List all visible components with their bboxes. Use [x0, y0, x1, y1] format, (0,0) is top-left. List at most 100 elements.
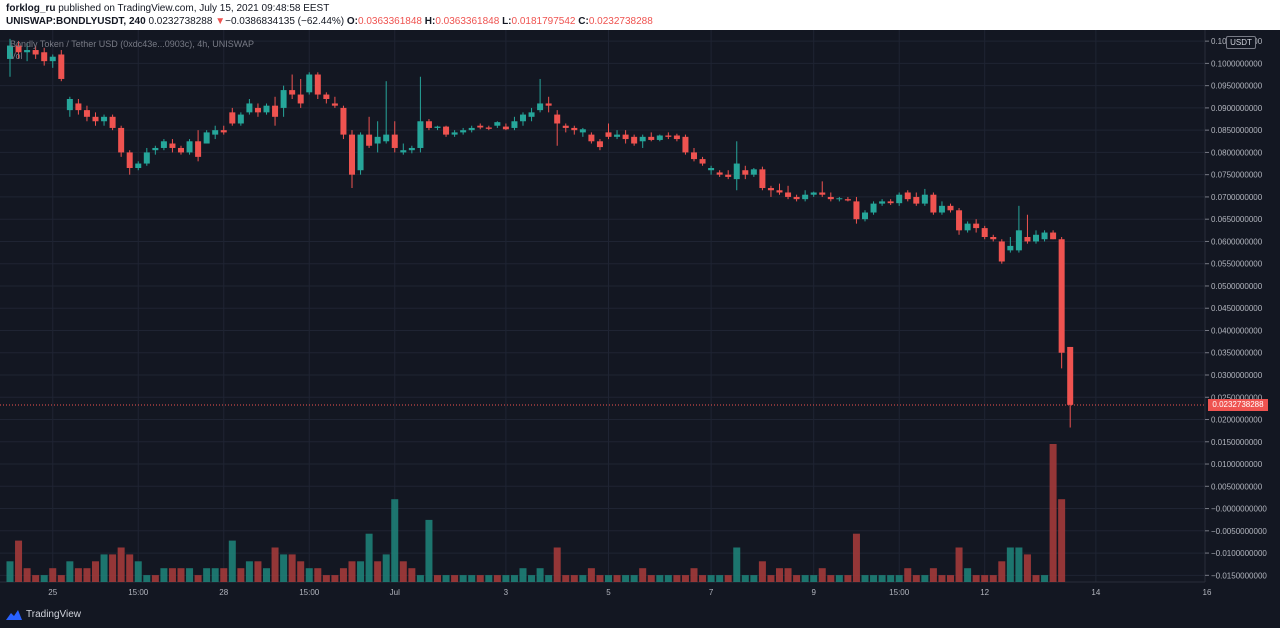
- candle: [802, 190, 809, 202]
- candle: [32, 45, 39, 59]
- volume-bar: [271, 547, 279, 582]
- open-label: O:: [346, 16, 358, 27]
- volume-bar: [981, 575, 989, 582]
- candle: [853, 196, 860, 224]
- low-label: L:: [502, 16, 512, 27]
- volume-bar: [211, 568, 219, 582]
- candle: [520, 112, 526, 126]
- candlestick-chart[interactable]: 0.10500000000.10000000000.09500000000.09…: [0, 30, 1280, 604]
- candle-body: [622, 134, 629, 140]
- candle: [66, 96, 73, 117]
- candle: [451, 130, 458, 137]
- candle: [545, 96, 552, 113]
- candle: [827, 192, 834, 202]
- candle: [930, 192, 937, 215]
- open-value: 0.0363361848: [358, 16, 422, 27]
- publisher-name[interactable]: forklog_ru: [6, 3, 56, 14]
- candle: [391, 121, 398, 153]
- candle-body: [314, 74, 321, 95]
- candle: [870, 201, 877, 215]
- time-tick-label: 3: [504, 588, 509, 597]
- candle-body: [126, 152, 133, 168]
- candle-body: [417, 121, 424, 148]
- candle: [844, 196, 851, 202]
- candle-body: [391, 134, 398, 148]
- candle: [443, 125, 450, 137]
- candle: [502, 123, 509, 131]
- candle-body: [340, 107, 347, 135]
- price-axis: 0.10500000000.10000000000.09500000000.09…: [1204, 30, 1280, 582]
- volume-bar: [1015, 547, 1023, 582]
- candle: [280, 85, 287, 117]
- footer-bar: [0, 604, 1280, 628]
- candle: [118, 125, 125, 157]
- volume-bar: [801, 575, 809, 582]
- publication-header: forklog_ru published on TradingView.com,…: [0, 0, 1280, 30]
- candle-body: [810, 192, 817, 195]
- candle: [135, 161, 142, 171]
- price-tick-label: 0.0050000000: [1211, 482, 1263, 491]
- volume-bar: [451, 575, 459, 582]
- candle: [203, 130, 210, 144]
- candle-body: [844, 199, 851, 201]
- candle-body: [956, 210, 963, 231]
- candle-body: [1015, 230, 1022, 251]
- volume-bar: [468, 575, 476, 582]
- candle-body: [562, 125, 569, 128]
- price-tick-label: 0.0200000000: [1211, 416, 1263, 425]
- volume-bar: [613, 575, 621, 582]
- volume-bar: [972, 575, 980, 582]
- candle: [571, 125, 578, 135]
- volume-bar: [109, 554, 117, 582]
- candle: [186, 139, 193, 155]
- price-tick-label: 0.0600000000: [1211, 237, 1263, 246]
- price-tick-label: 0.0800000000: [1211, 148, 1263, 157]
- brand-name: TradingView: [26, 609, 82, 620]
- volume-bar: [656, 575, 664, 582]
- currency-unit-button[interactable]: USDT: [1226, 36, 1256, 49]
- candle: [246, 99, 253, 115]
- volume-bar: [117, 547, 125, 582]
- candle-body: [220, 130, 227, 133]
- candle: [229, 107, 236, 126]
- candle-body: [246, 103, 253, 113]
- volume-bar: [741, 575, 749, 582]
- candle: [1007, 237, 1014, 253]
- high-value: 0.0363361848: [435, 16, 500, 27]
- candle-body: [32, 50, 39, 55]
- volume-bar: [707, 575, 715, 582]
- volume-bar: [1032, 575, 1040, 582]
- candle: [289, 74, 296, 99]
- volume-bar: [66, 561, 74, 582]
- price-tick-label: −0.0100000000: [1211, 549, 1267, 558]
- volume-bar: [83, 568, 91, 582]
- candle-body: [614, 134, 621, 137]
- candle-body: [827, 196, 834, 200]
- candle: [1058, 237, 1065, 369]
- candle: [956, 208, 963, 235]
- volume-bar: [955, 547, 963, 582]
- candle: [836, 196, 843, 202]
- volume-bar: [912, 575, 920, 582]
- volume-bar: [365, 533, 373, 582]
- candle-body: [904, 192, 911, 200]
- candle: [101, 114, 108, 126]
- tradingview-logo[interactable]: TradingView: [6, 609, 81, 620]
- volume-bar: [878, 575, 886, 582]
- volume-bar: [194, 575, 202, 582]
- pair-description[interactable]: Bondly Token / Tether USD (0xdc43e...090…: [10, 39, 254, 49]
- volume-bar: [835, 575, 843, 582]
- candle-body: [579, 129, 586, 133]
- volume-bar: [425, 519, 433, 582]
- volume-bar: [297, 561, 305, 582]
- volume-bar: [314, 568, 322, 582]
- candle-body: [545, 103, 552, 106]
- high-label: H:: [424, 16, 436, 27]
- time-tick-label: 15:00: [889, 588, 910, 597]
- time-tick-label: 5: [606, 588, 611, 597]
- candle: [981, 225, 988, 240]
- candle: [1050, 230, 1057, 240]
- volume-legend[interactable]: Vol: [10, 51, 23, 61]
- candle: [212, 125, 219, 140]
- volume-bar: [647, 575, 655, 582]
